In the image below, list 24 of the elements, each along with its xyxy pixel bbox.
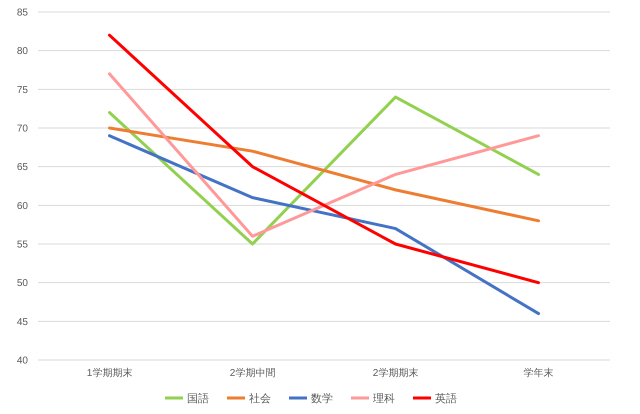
y-tick-label: 65 — [16, 162, 28, 174]
x-tick-label: 1学期期末 — [86, 367, 132, 379]
legend-label: 国語 — [187, 392, 209, 405]
x-tick-label: 学年末 — [524, 367, 554, 379]
y-tick-label: 45 — [16, 316, 28, 328]
line-series — [108, 126, 540, 222]
y-tick-label: 75 — [16, 84, 28, 96]
y-tick-label: 60 — [16, 200, 28, 212]
y-tick-label: 40 — [16, 356, 28, 366]
line-series — [108, 134, 540, 316]
line-series — [108, 96, 540, 246]
x-tick-label: 2学期期末 — [372, 367, 418, 379]
legend-label: 英語 — [435, 392, 457, 405]
legend-label: 理科 — [373, 393, 395, 405]
y-tick-label: 55 — [16, 240, 28, 250]
line-series — [108, 34, 540, 284]
x-tick-label: 2学期中間 — [230, 367, 276, 379]
legend-label: 数学 — [311, 393, 333, 405]
y-tick-label: 85 — [16, 8, 28, 18]
y-tick-label: 80 — [16, 46, 28, 58]
line-series — [108, 72, 540, 238]
y-tick-label: 50 — [16, 278, 28, 290]
y-tick-label: 70 — [16, 124, 28, 134]
legend-label: 社会 — [249, 392, 271, 405]
